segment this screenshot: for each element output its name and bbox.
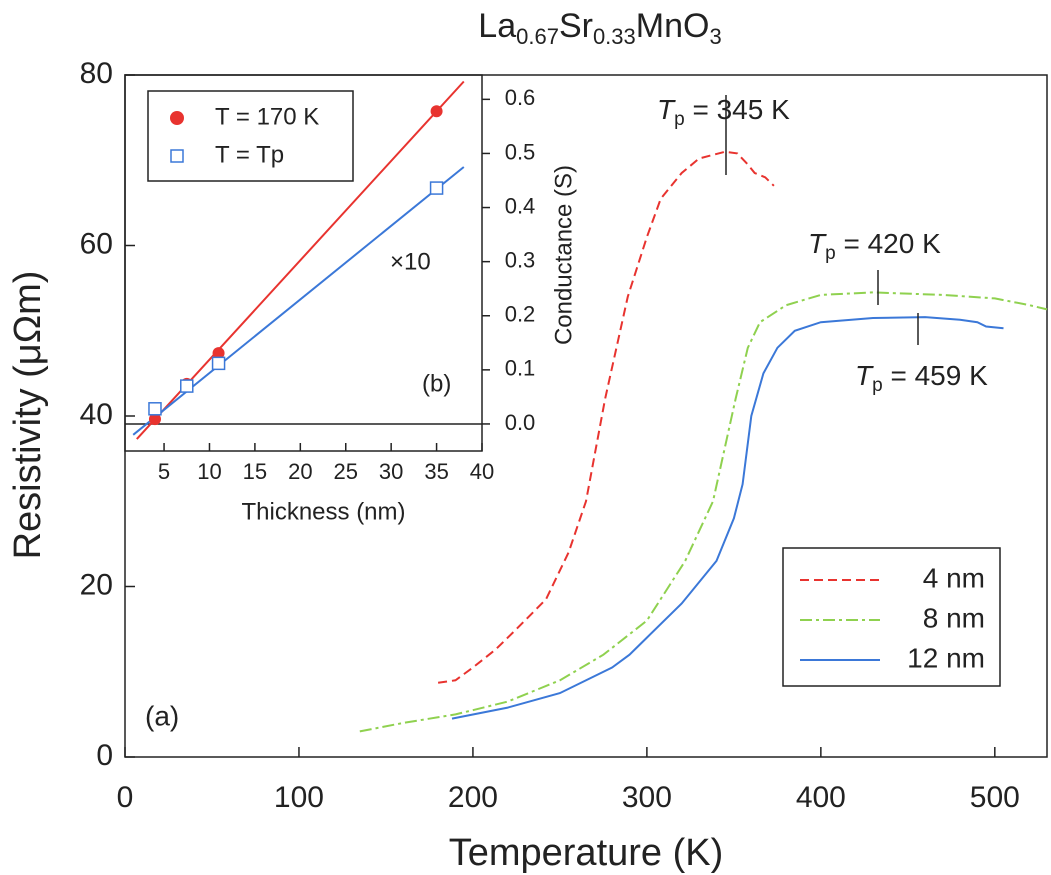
inset-x-label: Thickness (nm) bbox=[241, 498, 405, 525]
x-tick-label: 0 bbox=[117, 781, 134, 814]
inset: 5 10 15 20 25 30 35 40 0.0 0.1 0.2 0.3 0.4 0.5 0.6 Thic… bbox=[124, 74, 577, 525]
data-line bbox=[437, 150, 775, 684]
y-tick-label: 20 bbox=[80, 568, 113, 601]
inset-x-tick-label: 15 bbox=[243, 459, 267, 484]
y-tick-label: 40 bbox=[80, 398, 113, 431]
x-tick-label: 100 bbox=[274, 781, 324, 814]
y-tick-label: 80 bbox=[80, 57, 113, 90]
inset-legend-box bbox=[147, 90, 354, 182]
y-axis-label: Resistivity (μΩm) bbox=[7, 271, 49, 560]
legend-label: 8 nm bbox=[923, 602, 985, 633]
inset-y2-tick-label: 0.0 bbox=[505, 410, 536, 435]
annotation-symbol: T bbox=[657, 94, 676, 125]
x-tick-label: 200 bbox=[448, 781, 498, 814]
point bbox=[148, 402, 162, 416]
inset-x-tick-label: 20 bbox=[288, 459, 312, 484]
annotation-text: = 420 K bbox=[836, 228, 941, 259]
inset-y2-label: Conductance (S) bbox=[550, 165, 577, 345]
point bbox=[211, 356, 226, 371]
annotation-symbol: T bbox=[808, 228, 827, 259]
title-part: MnO bbox=[636, 7, 710, 45]
inset-x-tick-label: 25 bbox=[333, 459, 357, 484]
annotation: Tp = 345 K bbox=[657, 94, 790, 130]
inset-x-tick-label: 35 bbox=[424, 459, 448, 484]
legend-marker bbox=[170, 149, 184, 163]
y-tick-label: 0 bbox=[96, 739, 113, 772]
point bbox=[429, 181, 444, 195]
legend-label: 4 nm bbox=[923, 562, 985, 593]
inset-y2-tick-label: 0.1 bbox=[505, 356, 536, 381]
title-part: Sr bbox=[559, 7, 593, 45]
data-line bbox=[451, 316, 1004, 720]
legend-label: T = 170 K bbox=[215, 103, 319, 130]
annotation-sub: p bbox=[872, 375, 883, 396]
chart-title: La0.67Sr0.33MnO3 bbox=[478, 7, 721, 49]
annotation: Tp = 420 K bbox=[808, 228, 941, 264]
annotation-sub: p bbox=[825, 243, 836, 264]
inset-x-tick-label: 10 bbox=[197, 459, 221, 484]
y-tick-label: 60 bbox=[80, 227, 113, 260]
inset-y2-tick-label: 0.5 bbox=[505, 139, 536, 164]
inset-x-tick-label: 40 bbox=[470, 459, 494, 484]
inset-y2-tick-label: 0.4 bbox=[505, 193, 536, 218]
legend-label: 12 nm bbox=[907, 642, 985, 673]
annotation-text: = 345 K bbox=[685, 94, 790, 125]
inset-y2-tick-label: 0.6 bbox=[505, 85, 536, 110]
annotation-symbol: T bbox=[855, 360, 874, 391]
title-part: La bbox=[478, 7, 516, 45]
point bbox=[148, 413, 161, 426]
point bbox=[180, 379, 194, 393]
annotation-sub: p bbox=[674, 109, 685, 130]
fit-line bbox=[132, 166, 465, 436]
panel-label: (b) bbox=[422, 370, 451, 397]
title-sub: 0.33 bbox=[593, 24, 636, 49]
title-sub: 3 bbox=[709, 24, 721, 49]
x-axis-label: Temperature (K) bbox=[449, 832, 724, 874]
inset-y2-tick-label: 0.3 bbox=[505, 247, 536, 272]
annotation: Tp = 459 K bbox=[855, 360, 988, 396]
x-tick-label: 300 bbox=[622, 781, 672, 814]
panel-label: (a) bbox=[145, 700, 179, 731]
inset-x-tick-label: 30 bbox=[379, 459, 403, 484]
point bbox=[212, 347, 225, 360]
legend-marker bbox=[170, 111, 184, 125]
scale-note: ×10 bbox=[390, 248, 431, 275]
x-tick-label: 500 bbox=[970, 781, 1020, 814]
title-sub: 0.67 bbox=[516, 24, 559, 49]
x-tick-label: 400 bbox=[796, 781, 846, 814]
legend-box bbox=[782, 547, 1001, 687]
point bbox=[430, 105, 443, 118]
inset-x-tick-label: 5 bbox=[158, 459, 170, 484]
inset-frame bbox=[124, 74, 483, 452]
legend-label: T = Tp bbox=[215, 141, 284, 168]
data-line bbox=[359, 291, 1048, 733]
inset-y2-tick-label: 0.2 bbox=[505, 302, 536, 327]
annotation-text: = 459 K bbox=[883, 360, 988, 391]
